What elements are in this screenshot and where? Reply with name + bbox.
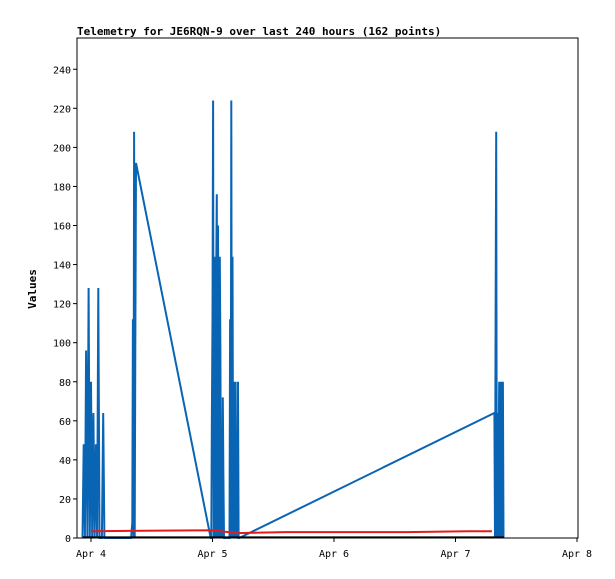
y-axis: 0 20 40 60 80 100 120 140 160 180 200 220 240 (53, 65, 77, 545)
x-tick-label: Apr 8 (562, 549, 592, 560)
y-tick-label: 40 (59, 456, 71, 467)
y-tick-label: 20 (59, 495, 71, 506)
y-tick-label: 160 (53, 222, 71, 233)
y-tick-label: 200 (53, 143, 71, 154)
y-axis-label: Values (26, 269, 39, 309)
y-tick-label: 80 (59, 378, 71, 389)
y-tick-label: 0 (65, 534, 71, 545)
y-tick-label: 60 (59, 417, 71, 428)
y-tick-label: 120 (53, 300, 71, 311)
series-line-0 (81, 100, 505, 539)
y-tick-label: 220 (53, 104, 71, 115)
x-tick-label: Apr 7 (440, 549, 470, 560)
x-tick-label: Apr 5 (197, 549, 227, 560)
y-tick-label: 180 (53, 182, 71, 193)
series-group (81, 100, 505, 539)
x-axis: Apr 4 Apr 5 Apr 6 Apr 7 Apr 8 (76, 538, 592, 560)
y-tick-label: 100 (53, 339, 71, 350)
y-tick-label: 240 (53, 65, 71, 76)
x-tick-label: Apr 4 (76, 549, 106, 560)
x-tick-label: Apr 6 (319, 549, 349, 560)
chart-title: Telemetry for JE6RQN-9 over last 240 hou… (77, 25, 441, 38)
series-line-1 (90, 529, 492, 535)
y-tick-label: 140 (53, 261, 71, 272)
